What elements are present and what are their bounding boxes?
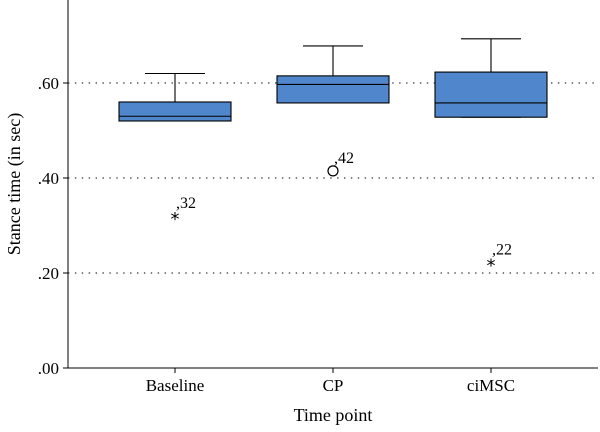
iqr-box [434,71,548,118]
x-tick-label: Baseline [146,376,205,395]
outlier-marker [327,165,339,177]
outlier-label: ,22 [492,242,512,259]
y-tick-label: .00 [38,359,59,378]
y-tick-label: .40 [38,169,59,188]
box-baseline: *,32 [118,72,232,230]
box-series: *,32,42*,22 [118,38,548,277]
outlier-marker: * [487,256,496,277]
y-tick-label: .60 [38,74,59,93]
box-cimsc: *,22 [434,38,548,277]
x-tick-labels: Baseline CP ciMSC [146,368,515,395]
outlier-label: ,32 [176,195,196,212]
x-tick-label: CP [323,376,344,395]
outlier-marker: * [171,209,180,230]
y-tick-labels: .00 .20 .40 .60 [38,74,68,378]
iqr-box [118,101,232,122]
x-tick-label: ciMSC [467,376,515,395]
y-tick-label: .20 [38,264,59,283]
x-axis-title: Time point [294,405,373,425]
box-cp: ,42 [276,45,390,177]
y-axis-title: Stance time (in sec) [4,113,25,255]
outlier-label: ,42 [334,150,354,167]
iqr-box [276,75,390,104]
